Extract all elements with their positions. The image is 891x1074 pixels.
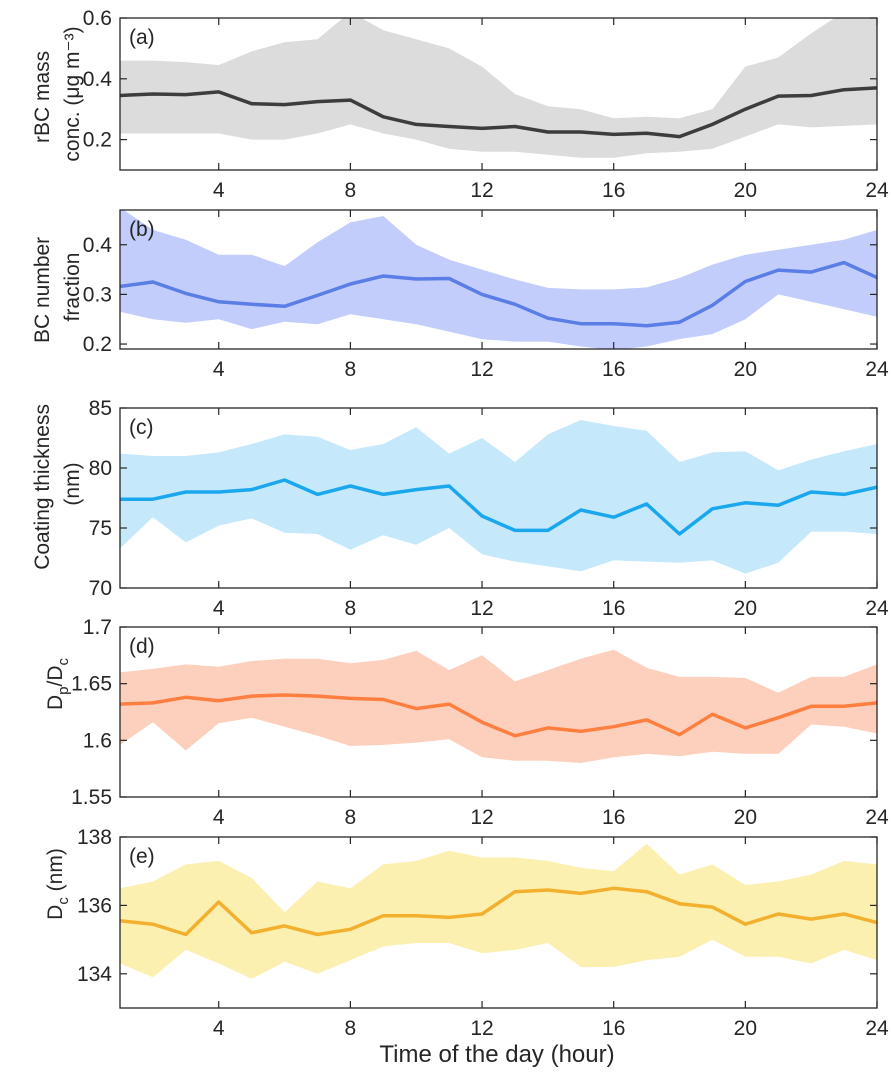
y-tick-label-b: 0.2: [83, 333, 112, 356]
x-tick-label-e: 20: [734, 1017, 757, 1040]
axes-frame-d: [119, 626, 878, 798]
range-band-d: [120, 649, 877, 763]
axes-frame-a: [119, 17, 878, 171]
panel-e: 4 8 12 16 20 24 134 136 138 (e): [77, 826, 889, 1040]
axes-frame-c: [119, 407, 878, 589]
y-tick-label-e: 136: [77, 894, 112, 917]
y-tick-label-d: 1.65: [71, 673, 112, 696]
range-band-c: [120, 420, 877, 574]
y-tick-label-c: 80: [89, 457, 112, 480]
x-tick-label-a: 4: [213, 179, 225, 202]
y-tick-label-c: 85: [89, 397, 112, 420]
range-band-a: [120, 18, 877, 158]
x-tick-label-b: 24: [865, 358, 889, 381]
y-axis-label-e: Dc (nm): [44, 848, 72, 920]
x-tick-label-a: 20: [734, 179, 757, 202]
y-tick-label-d: 1.7: [83, 616, 112, 639]
x-tick-label-a: 24: [865, 179, 889, 202]
x-tick-label-c: 4: [213, 597, 225, 620]
mean-line-d: [120, 693, 877, 738]
x-tick-label-d: 12: [470, 806, 493, 829]
mean-line-b: [120, 260, 877, 328]
y-axis-label-d: Dp/Dc: [44, 657, 72, 710]
y-axis-label-c: Coating thickness (nm): [31, 398, 84, 570]
x-tick-label-b: 4: [213, 358, 225, 381]
panel-label-e: (e): [129, 845, 155, 868]
panel-label-b: (b): [129, 218, 155, 241]
mean-line-c: [120, 478, 877, 536]
x-tick-label-a: 16: [602, 179, 625, 202]
y-tick-label-a: 0.2: [83, 129, 112, 152]
axes-frame-b: [119, 209, 878, 350]
y-tick-label-b: 0.3: [83, 283, 112, 306]
y-tick-label-a: 0.6: [83, 7, 112, 30]
x-axis-label: Time of the day (hour): [379, 1041, 614, 1068]
range-band-b: [120, 210, 877, 349]
y-tick-label-e: 138: [77, 826, 112, 849]
x-tick-label-e: 4: [213, 1017, 225, 1040]
panel-label-c: (c): [129, 416, 154, 439]
panel-c: 4 8 12 16 20 24 70 75 80 85 (c): [89, 397, 889, 620]
x-tick-label-d: 8: [345, 806, 357, 829]
x-tick-label-d: 4: [213, 806, 225, 829]
panel-d: 4 8 12 16 20 24 1.55 1.6 1.65 1.7 (d): [71, 616, 889, 829]
range-band-e: [120, 843, 877, 979]
x-tick-label-d: 20: [734, 806, 757, 829]
x-tick-label-a: 12: [470, 179, 493, 202]
x-tick-label-e: 16: [602, 1017, 625, 1040]
mean-line-a: [120, 86, 877, 139]
x-tick-label-c: 16: [602, 597, 625, 620]
panel-label-d: (d): [129, 635, 155, 658]
mean-line-e: [120, 886, 877, 937]
y-tick-label-c: 70: [89, 577, 112, 600]
x-tick-label-b: 8: [345, 358, 357, 381]
y-axis-label-a: rBC mass conc. (μg m⁻³): [31, 26, 84, 161]
x-tick-label-c: 24: [865, 597, 889, 620]
y-tick-label-b: 0.4: [83, 234, 113, 257]
x-tick-label-e: 8: [345, 1017, 357, 1040]
panel-a: 4 8 12 16 20 24 0.2 0.4 0.6 (a): [83, 7, 889, 202]
x-tick-label-b: 12: [470, 358, 493, 381]
y-tick-label-d: 1.55: [71, 786, 112, 809]
x-tick-label-d: 16: [602, 806, 625, 829]
y-tick-label-e: 134: [77, 963, 112, 986]
x-tick-label-d: 24: [865, 806, 889, 829]
y-tick-label-a: 0.4: [83, 68, 113, 91]
x-tick-label-e: 24: [865, 1017, 889, 1040]
x-tick-label-c: 20: [734, 597, 757, 620]
x-tick-label-b: 20: [734, 358, 757, 381]
panel-label-a: (a): [129, 26, 155, 49]
x-tick-label-c: 8: [345, 597, 357, 620]
x-tick-label-b: 16: [602, 358, 625, 381]
x-tick-label-c: 12: [470, 597, 493, 620]
y-axis-label-b: BC number fraction: [31, 231, 84, 343]
y-tick-label-c: 75: [89, 517, 112, 540]
x-tick-label-e: 12: [470, 1017, 493, 1040]
x-tick-label-a: 8: [345, 179, 357, 202]
panel-b: 4 8 12 16 20 24 0.2 0.3 0.4 (b): [83, 209, 889, 381]
y-tick-label-d: 1.6: [83, 729, 112, 752]
axes-frame-e: [119, 836, 878, 1009]
